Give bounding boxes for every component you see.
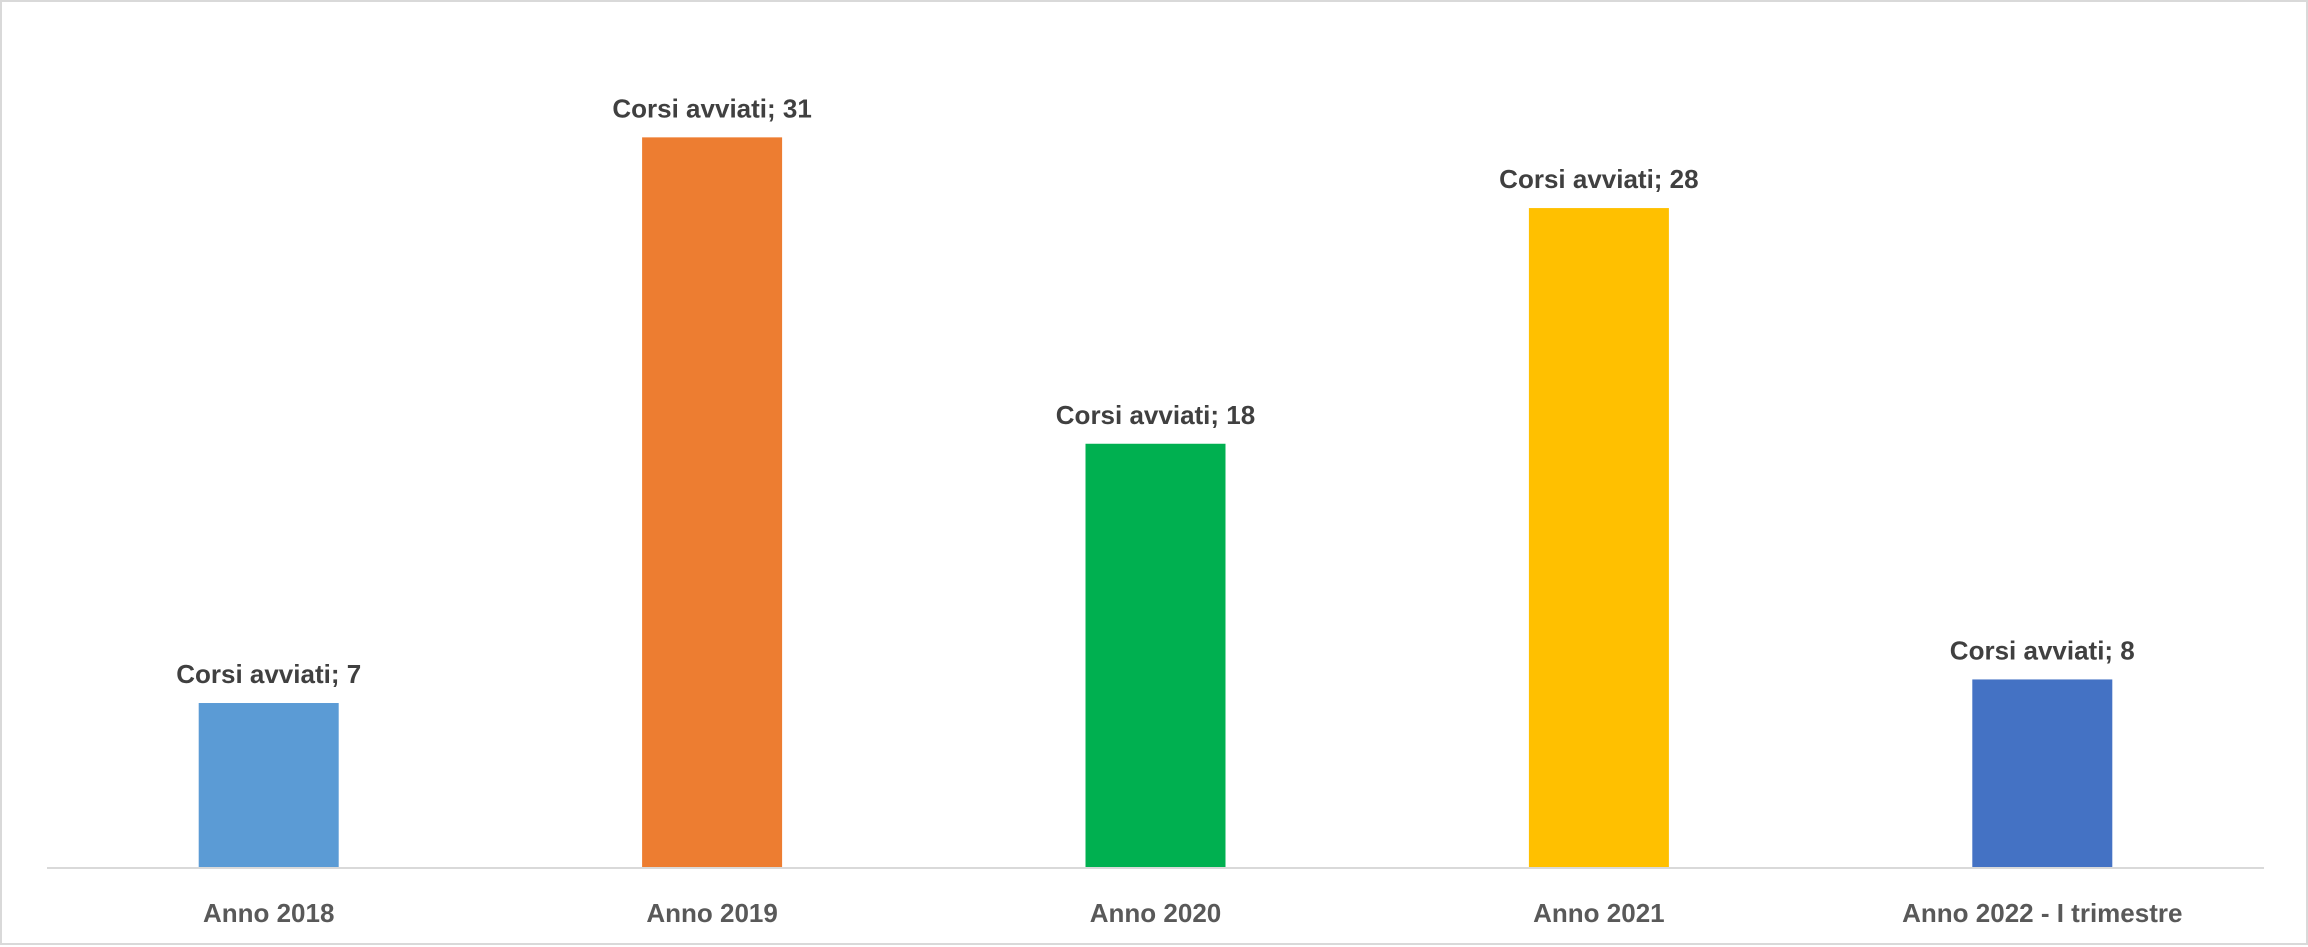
bar-2	[642, 137, 783, 868]
bar-1	[198, 703, 339, 868]
bar-5	[1972, 679, 2113, 868]
x-tick-label-1: Anno 2018	[203, 898, 335, 928]
x-tick-label-5: Anno 2022 - I trimestre	[1902, 898, 2182, 928]
bar-3	[1085, 443, 1226, 868]
x-tick-label-2: Anno 2019	[646, 898, 778, 928]
x-tick-label-4: Anno 2021	[1533, 898, 1665, 928]
bars-group	[198, 137, 2113, 869]
data-label-3: Corsi avviati; 18	[1056, 400, 1255, 430]
data-label-4: Corsi avviati; 28	[1499, 164, 1698, 194]
data-label-5: Corsi avviati; 8	[1950, 635, 2135, 665]
data-labels-group: Corsi avviati; 7 Corsi avviati; 31 Corsi a…	[176, 93, 2135, 689]
x-tick-labels-group: Anno 2018 Anno 2019 Anno 2020 Anno 2021 Anno…	[203, 898, 2183, 928]
data-label-1: Corsi avviati; 7	[176, 659, 361, 689]
x-tick-label-3: Anno 2020	[1090, 898, 1222, 928]
data-label-2: Corsi avviati; 31	[612, 93, 811, 123]
bar-4	[1528, 208, 1669, 869]
